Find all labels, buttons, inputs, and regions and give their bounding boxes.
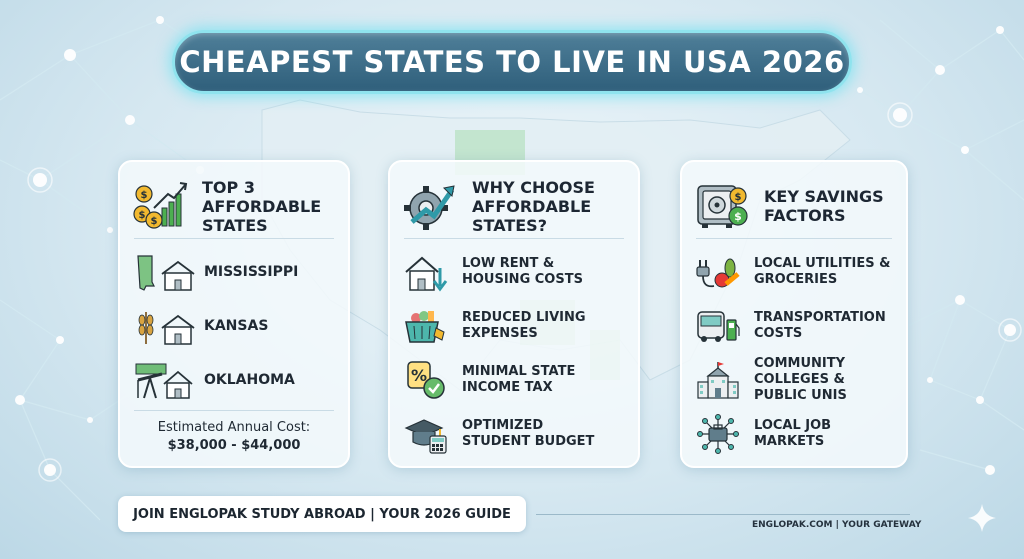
list-item: TRANSPORTATION COSTS [696, 302, 896, 350]
footer-cta-text: JOIN ENGLOPAK STUDY ABROAD | YOUR 2026 G… [133, 506, 511, 522]
mississippi-map-house-icon [137, 255, 195, 291]
footer-divider [536, 514, 910, 515]
state-name: KANSAS [204, 318, 269, 334]
item-label: LOCAL JOB MARKETS [754, 418, 832, 449]
state-name: MISSISSIPPI [204, 264, 299, 280]
panel-heading: KEY SAVINGS FACTORS [764, 187, 884, 225]
list-item: OPTIMIZED STUDENT BUDGET [404, 410, 628, 458]
title-banner: CHEAPEST STATES TO LIVE IN USA 2026 [172, 30, 852, 94]
panel-header: WHY CHOOSE AFFORDABLE STATES? [402, 174, 626, 238]
item-label: TRANSPORTATION COSTS [754, 310, 886, 341]
page-title: CHEAPEST STATES TO LIVE IN USA 2026 [179, 45, 845, 79]
bus-fuel-icon [697, 311, 740, 342]
panel-heading: TOP 3 AFFORDABLE STATES [202, 177, 322, 235]
list-item: REDUCED LIVING EXPENSES [404, 302, 628, 350]
briefcase-network-icon [697, 414, 739, 454]
footer-site-text: ENGLOPAK.COM | YOUR GATEWAY [752, 520, 922, 530]
wheat-house-icon [138, 312, 195, 345]
svg-text:%: % [411, 366, 427, 385]
list-item: LOCAL UTILITIES & GROCERIES [696, 248, 896, 296]
safe-coins-icon: $ $ [697, 185, 748, 228]
cost-value: $38,000 - $44,000 [167, 438, 301, 453]
svg-text:$: $ [151, 216, 158, 227]
item-label: MINIMAL STATE INCOME TAX [462, 364, 576, 395]
divider [696, 238, 892, 239]
plug-vegetables-icon [696, 258, 740, 288]
cost-label: Estimated Annual Cost: [157, 420, 311, 435]
list-item: COMMUNITY COLLEGES & PUBLIC UNIS [696, 356, 896, 404]
item-label: LOCAL UTILITIES & GROCERIES [754, 256, 891, 287]
graduation-cap-calculator-icon [404, 419, 447, 454]
footer-cta-banner[interactable]: JOIN ENGLOPAK STUDY ABROAD | YOUR 2026 G… [118, 496, 526, 532]
item-label: COMMUNITY COLLEGES & PUBLIC UNIS [754, 356, 847, 403]
list-item: % MINIMAL STATE INCOME TAX [404, 356, 628, 404]
panel-heading: WHY CHOOSE AFFORDABLE STATES? [472, 177, 595, 235]
panel-why-choose: WHY CHOOSE AFFORDABLE STATES? LOW RENT &… [388, 160, 640, 468]
item-label: REDUCED LIVING EXPENSES [462, 310, 586, 341]
divider [134, 238, 334, 239]
list-item: LOW RENT & HOUSING COSTS [404, 248, 628, 296]
svg-text:$: $ [139, 210, 146, 221]
house-down-arrow-icon [405, 256, 448, 292]
percent-check-icon: % [407, 361, 445, 399]
list-item-state: KANSAS [134, 302, 338, 350]
panel-header: $ $ KEY SAVINGS FACTORS [694, 174, 894, 238]
list-item: LOCAL JOB MARKETS [696, 410, 896, 458]
state-name: OKLAHOMA [204, 372, 295, 388]
divider [134, 410, 334, 411]
divider [404, 238, 624, 239]
oil-pump-house-icon [135, 363, 193, 399]
list-item-state: OKLAHOMA [134, 356, 338, 404]
grocery-basket-tag-icon [405, 311, 445, 343]
coins-growth-chart-icon: $ $ $ [133, 182, 188, 229]
item-label: LOW RENT & HOUSING COSTS [462, 256, 583, 287]
panel-header: $ $ $ TOP 3 AFFORDABLE STATES [132, 174, 336, 238]
estimated-cost: Estimated Annual Cost: $38,000 - $44,000 [130, 420, 338, 453]
school-building-icon [697, 362, 739, 399]
panel-top-states: $ $ $ TOP 3 AFFORDABLE STATES MISSISSIPP… [118, 160, 350, 468]
panel-key-savings: $ $ KEY SAVINGS FACTORS LOCAL UTILITIES … [680, 160, 908, 468]
sparkle-icon [968, 504, 996, 532]
gear-arrow-icon [404, 185, 455, 230]
svg-text:$: $ [734, 210, 742, 223]
svg-text:$: $ [735, 192, 742, 203]
item-label: OPTIMIZED STUDENT BUDGET [462, 418, 595, 449]
list-item-state: MISSISSIPPI [134, 248, 338, 296]
svg-text:$: $ [141, 190, 148, 201]
